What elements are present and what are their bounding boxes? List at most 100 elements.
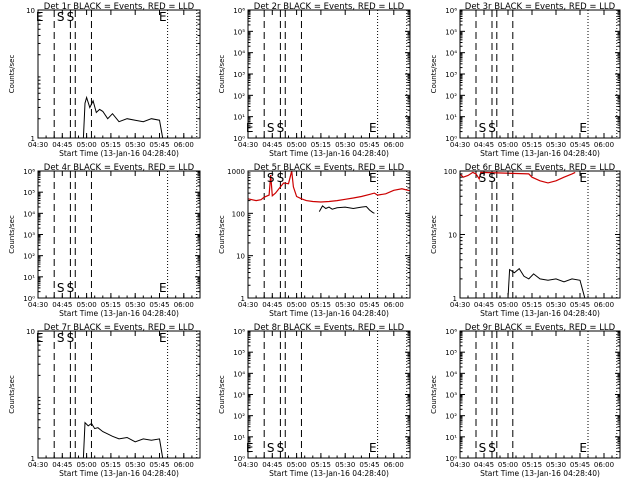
x-tick-label: 05:15: [522, 141, 542, 149]
marker-E: E: [369, 441, 377, 455]
plot-frame: [37, 9, 201, 139]
x-tick-label: 04:30: [238, 301, 258, 309]
y-tick-label: 10: [26, 328, 35, 336]
x-tick-label: 04:45: [262, 301, 282, 309]
lld-series: [247, 170, 411, 203]
panel-title: Det 1r BLACK = Events, RED = LLD: [44, 2, 195, 12]
panel-title: Det 7r BLACK = Events, RED = LLD: [44, 323, 195, 333]
marker-S: S: [57, 331, 65, 345]
x-tick-label: 05:30: [546, 301, 566, 309]
y-tick-label: 10: [26, 7, 35, 15]
panel-9: Det 9r BLACK = Events, RED = LLD Start Ti…: [430, 323, 621, 478]
x-axis-label: Start Time (13-Jan-16 04:28:40): [269, 469, 389, 478]
x-tick-label: 05:45: [359, 461, 379, 469]
panel-1: Det 1r BLACK = Events, RED = LLD Start Ti…: [8, 2, 201, 158]
x-tick-label: 06:00: [174, 461, 194, 469]
x-tick-label: 05:30: [546, 461, 566, 469]
panel-title: Det 8r BLACK = Events, RED = LLD: [254, 323, 405, 333]
panel-title: Det 6r BLACK = Events, RED = LLD: [465, 163, 616, 173]
x-tick-label: 04:30: [28, 141, 48, 149]
y-tick-label: 10⁰: [445, 135, 457, 143]
marker-E: E: [159, 281, 167, 295]
y-tick-label: 10²: [445, 413, 457, 421]
y-tick-label: 10⁵: [233, 349, 245, 357]
y-tick-label: 10¹: [445, 114, 457, 122]
x-tick-label: 04:45: [262, 461, 282, 469]
x-tick-label: 06:00: [594, 301, 614, 309]
x-tick-label: 04:45: [474, 141, 494, 149]
panel-title: Det 2r BLACK = Events, RED = LLD: [254, 2, 405, 12]
y-tick-label: 10⁵: [445, 28, 457, 36]
x-tick-label: 05:45: [570, 141, 590, 149]
x-tick-label: 05:15: [311, 461, 331, 469]
x-tick-label: 05:30: [125, 141, 145, 149]
marker-E: E: [159, 331, 167, 345]
y-axis-label: Counts/sec: [430, 375, 438, 414]
panel-8: Det 8r BLACK = Events, RED = LLD Start Ti…: [218, 323, 411, 478]
x-tick-label: 04:30: [450, 141, 470, 149]
x-tick-label: 05:45: [570, 301, 590, 309]
marker-E: E: [579, 171, 587, 185]
y-tick-label: 1: [31, 455, 35, 463]
marker-S: S: [488, 171, 496, 185]
y-tick-label: 10⁴: [233, 370, 245, 378]
y-axis-label: Counts/sec: [8, 215, 16, 254]
y-tick-label: 100: [232, 210, 245, 218]
y-axis-label: Counts/sec: [218, 215, 226, 254]
x-tick-label: 04:30: [238, 141, 258, 149]
y-tick-label: 10⁴: [233, 50, 245, 58]
panel-7: Det 7r BLACK = Events, RED = LLD Start Ti…: [8, 323, 201, 478]
x-axis-label: Start Time (13-Jan-16 04:28:40): [269, 149, 389, 158]
x-axis-label: Start Time (13-Jan-16 04:28:40): [59, 309, 179, 318]
marker-E: E: [36, 10, 44, 24]
marker-S: S: [479, 441, 487, 455]
x-tick-label: 04:45: [474, 301, 494, 309]
y-tick-label: 1: [31, 135, 35, 143]
y-tick-label: 10²: [233, 413, 245, 421]
x-tick-label: 05:15: [522, 461, 542, 469]
y-tick-label: 10³: [445, 392, 457, 400]
y-tick-label: 10: [236, 253, 245, 261]
x-tick-label: 05:00: [77, 301, 97, 309]
panel-title: Det 4r BLACK = Events, RED = LLD: [44, 163, 195, 173]
y-tick-label: 10⁶: [445, 7, 457, 15]
y-tick-label: 100: [444, 168, 457, 176]
events-series: [82, 95, 164, 139]
marker-S: S: [267, 171, 275, 185]
x-tick-label: 05:15: [522, 301, 542, 309]
marker-S: S: [488, 121, 496, 135]
x-tick-label: 06:00: [174, 141, 194, 149]
y-tick-label: 10⁶: [23, 168, 35, 176]
x-tick-label: 04:45: [52, 301, 72, 309]
x-axis-label: Start Time (13-Jan-16 04:28:40): [59, 149, 179, 158]
y-tick-label: 10⁴: [445, 50, 457, 58]
y-tick-label: 10¹: [445, 434, 457, 442]
x-tick-label: 05:00: [498, 141, 518, 149]
y-axis-label: Counts/sec: [430, 55, 438, 94]
y-tick-label: 10⁴: [445, 370, 457, 378]
x-tick-label: 05:15: [101, 461, 121, 469]
plot-frame: [247, 330, 411, 459]
marker-E: E: [579, 441, 587, 455]
marker-S: S: [277, 121, 285, 135]
y-axis-label: Counts/sec: [8, 55, 16, 94]
y-tick-label: 10⁵: [445, 349, 457, 357]
marker-S: S: [267, 441, 275, 455]
x-tick-label: 05:45: [570, 461, 590, 469]
y-tick-label: 10³: [233, 71, 245, 79]
marker-S: S: [488, 441, 496, 455]
marker-E: E: [246, 441, 254, 455]
y-tick-label: 10⁶: [233, 328, 245, 336]
x-tick-label: 05:30: [125, 301, 145, 309]
panel-2: Det 2r BLACK = Events, RED = LLD Start Ti…: [218, 2, 411, 158]
x-tick-label: 04:45: [474, 461, 494, 469]
y-tick-label: 10¹: [233, 114, 245, 122]
marker-E: E: [36, 331, 44, 345]
panel-title: Det 5r BLACK = Events, RED = LLD: [254, 163, 405, 173]
y-axis-label: Counts/sec: [218, 55, 226, 94]
x-tick-label: 05:30: [546, 141, 566, 149]
y-tick-label: 10⁰: [233, 135, 245, 143]
panel-3: Det 3r BLACK = Events, RED = LLD Start Ti…: [430, 2, 621, 158]
y-tick-label: 1000: [227, 168, 245, 176]
x-tick-label: 04:30: [28, 301, 48, 309]
